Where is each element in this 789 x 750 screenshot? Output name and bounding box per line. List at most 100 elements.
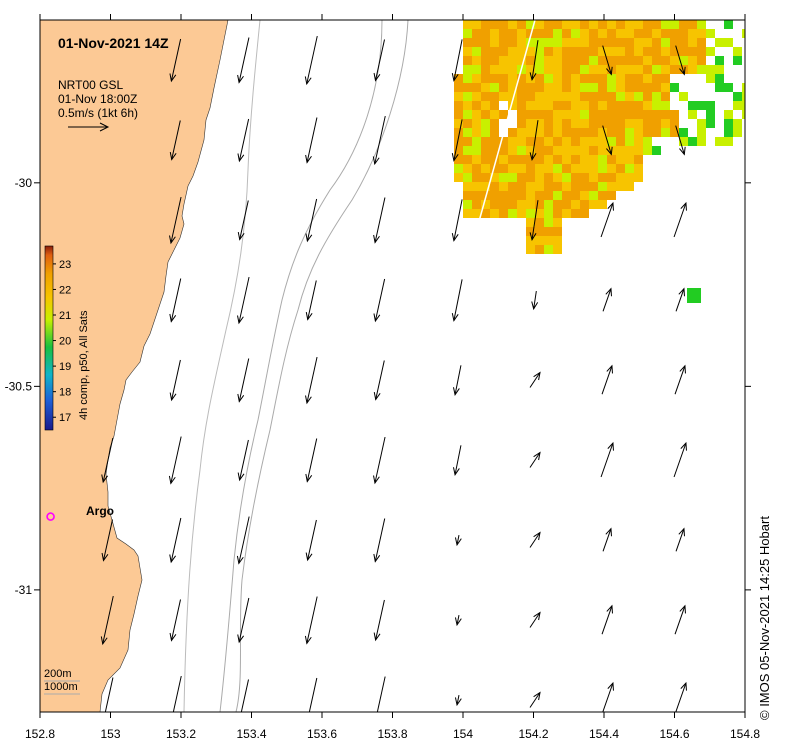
isobath-shelf — [183, 20, 261, 712]
current-arrow — [529, 451, 541, 468]
legend-scale: 0.5m/s (1kt 6h) — [58, 106, 138, 120]
current-arrow — [169, 278, 182, 323]
current-arrow — [675, 527, 685, 552]
colorbar-tick-label: 23 — [59, 259, 71, 271]
current-arrow — [240, 679, 250, 712]
x-tick-label: 153.8 — [377, 727, 407, 741]
colorbar-label: 4h comp, p50, All Sats — [78, 310, 90, 420]
current-arrow — [104, 677, 114, 712]
y-tick-label: -30.5 — [5, 379, 33, 393]
land-area — [40, 20, 229, 712]
current-arrow — [674, 364, 686, 395]
current-arrow — [454, 614, 462, 627]
current-arrow — [169, 196, 182, 245]
legend-scale-arrow — [68, 122, 110, 132]
current-arrow — [305, 356, 318, 405]
current-vectors — [100, 35, 687, 712]
current-arrow — [529, 120, 539, 162]
current-arrow — [101, 437, 114, 484]
current-arrow — [308, 677, 318, 712]
current-arrow — [237, 358, 250, 403]
sst-layer — [454, 20, 745, 303]
x-tick-label: 154 — [453, 727, 473, 741]
current-arrow — [376, 676, 386, 712]
colorbar-ticks: 23 22 21 20 19 18 17 — [53, 259, 71, 424]
isobath-1000m — [235, 20, 409, 712]
colorbar-tick-label: 20 — [59, 336, 71, 348]
current-arrow — [675, 287, 685, 312]
current-arrow — [451, 279, 463, 322]
current-arrow — [237, 37, 250, 84]
current-arrow — [453, 445, 462, 476]
current-arrow — [169, 517, 182, 564]
current-arrow — [531, 291, 539, 311]
current-arrow — [305, 117, 318, 164]
bathy-label-200m: 200m — [44, 668, 72, 680]
current-arrow — [169, 38, 182, 83]
current-arrow — [372, 115, 386, 166]
current-arrow — [529, 200, 539, 242]
x-tick-label: 154.4 — [589, 727, 619, 741]
current-arrow — [237, 439, 249, 482]
current-arrow — [373, 360, 385, 401]
current-arrow — [529, 531, 541, 548]
current-arrow — [237, 597, 250, 644]
current-arrow — [453, 365, 462, 396]
current-arrow — [169, 359, 181, 402]
current-arrow — [602, 527, 612, 552]
current-arrow — [601, 604, 613, 635]
current-arrow — [373, 197, 386, 244]
credit-text: © IMOS 05-Nov-2021 14:25 Hobart — [757, 516, 772, 720]
current-arrow — [454, 694, 462, 707]
x-tick-label: 153.2 — [166, 727, 196, 741]
current-arrow — [675, 125, 686, 156]
y-tick-label: -31 — [15, 583, 33, 597]
legend-time: 01-Nov 18:00Z — [58, 92, 137, 106]
current-arrow — [305, 519, 317, 562]
x-tick-label: 154.2 — [518, 727, 548, 741]
current-arrow — [529, 691, 541, 708]
current-arrow — [673, 441, 687, 478]
current-arrow — [101, 519, 114, 562]
current-arrow — [237, 200, 249, 241]
argo-marker — [46, 512, 55, 521]
current-arrow — [373, 599, 385, 642]
x-tick-label: 153.6 — [307, 727, 337, 741]
current-arrow — [673, 201, 687, 238]
current-arrow — [304, 35, 318, 86]
current-arrow — [373, 518, 386, 563]
x-tick-label: 152.8 — [25, 727, 55, 741]
current-arrow — [237, 276, 250, 325]
current-arrow — [529, 40, 539, 82]
current-arrow — [602, 681, 614, 712]
current-arrow — [600, 441, 614, 478]
current-arrow — [600, 201, 614, 238]
isobath-200m — [219, 20, 383, 712]
current-arrow — [602, 287, 612, 312]
x-tick-label: 153 — [100, 727, 120, 741]
y-tick-label: -30 — [15, 176, 33, 190]
current-arrow — [454, 534, 462, 547]
colorbar-tick-label: 19 — [59, 361, 71, 373]
current-arrow — [602, 125, 613, 156]
current-arrow — [373, 39, 386, 82]
colorbar-tick-label: 21 — [59, 310, 71, 322]
current-arrow — [451, 119, 463, 162]
current-arrow — [601, 364, 613, 395]
colorbar-tick-label: 18 — [59, 387, 71, 399]
current-arrow — [529, 611, 541, 628]
current-arrow — [674, 604, 686, 635]
current-arrow — [373, 436, 386, 485]
y-axis: -30 -30.5 -31 — [5, 176, 751, 597]
colorbar-tick-label: 22 — [59, 284, 71, 296]
current-arrow — [304, 596, 318, 645]
current-arrow — [305, 438, 318, 483]
bathy-label-1000m: 1000m — [44, 681, 78, 693]
current-arrow — [168, 436, 182, 485]
current-arrow — [305, 280, 317, 321]
x-tick-label: 153.4 — [236, 727, 266, 741]
current-arrow — [169, 120, 181, 161]
x-tick-label: 154.8 — [730, 727, 760, 741]
x-axis: 152.8 153 153.2 153.4 153.6 153.8 154 154.2 154.… — [25, 14, 760, 741]
